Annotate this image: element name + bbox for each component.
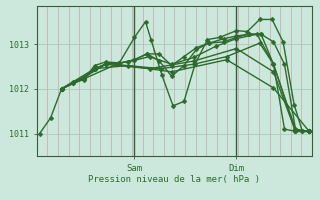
X-axis label: Pression niveau de la mer( hPa ): Pression niveau de la mer( hPa ) xyxy=(88,175,260,184)
